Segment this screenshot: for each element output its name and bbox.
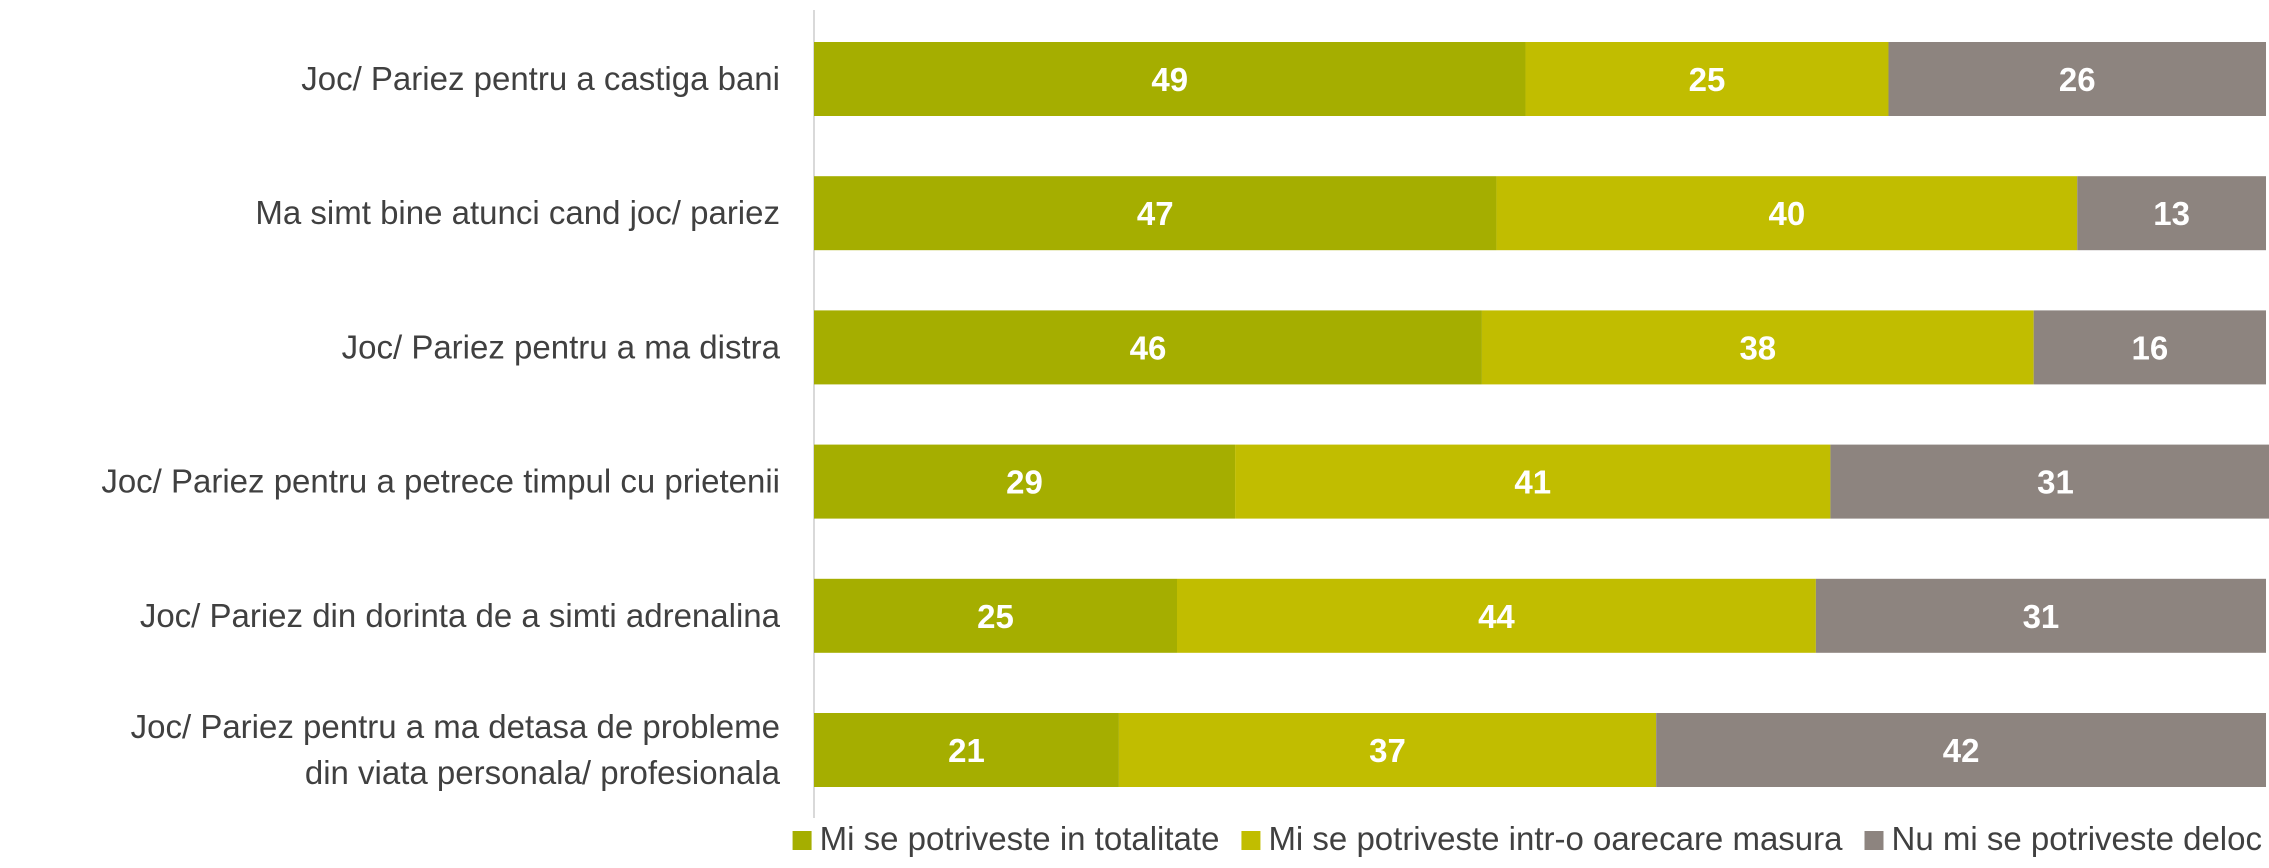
data-label: 31 bbox=[2023, 598, 2060, 635]
data-label: 44 bbox=[1478, 598, 1515, 635]
data-label: 38 bbox=[1739, 329, 1776, 366]
category-label-line: Joc/ Pariez din dorinta de a simti adren… bbox=[140, 597, 781, 634]
legend-swatch bbox=[792, 831, 812, 850]
category-labels: Joc/ Pariez pentru a castiga bani Ma simt… bbox=[101, 60, 780, 791]
bar-segment bbox=[2077, 176, 2266, 251]
bar-segment bbox=[814, 176, 1497, 251]
category-label: Ma simt bine atunci cand joc/ pariez bbox=[255, 194, 780, 231]
bar-segment bbox=[1815, 578, 2266, 653]
bar-segment bbox=[1656, 713, 2266, 787]
bar-segment bbox=[814, 42, 1526, 116]
bar-segment bbox=[1496, 176, 2078, 251]
value-labels: 49 25 26 47 40 13 46 38 16 29 41 31 25 44 31 21 37 42 bbox=[948, 61, 2190, 769]
bar-segment bbox=[1525, 42, 1889, 116]
category-label-line: Joc/ Pariez pentru a ma detasa de proble… bbox=[131, 708, 780, 745]
legend-label: Nu mi se potriveste deloc bbox=[1892, 820, 2263, 857]
category-label: Joc/ Pariez pentru a petrece timpul cu p… bbox=[101, 463, 780, 500]
data-label: 40 bbox=[1768, 195, 1805, 232]
category-label-line: Ma simt bine atunci cand joc/ pariez bbox=[255, 194, 780, 231]
category-label-line: din viata personala/ profesionala bbox=[305, 754, 781, 791]
bar-segments bbox=[814, 42, 2269, 787]
data-label: 25 bbox=[1689, 61, 1726, 98]
category-label-line: Joc/ Pariez pentru a castiga bani bbox=[301, 60, 780, 97]
category-label: Joc/ Pariez din dorinta de a simti adren… bbox=[140, 597, 781, 634]
bar-segment bbox=[1118, 713, 1657, 787]
legend-label: Mi se potriveste in totalitate bbox=[820, 820, 1220, 857]
bar-segment bbox=[814, 713, 1119, 787]
bar-segment bbox=[814, 310, 1482, 385]
legend-item: Mi se potriveste intr-o oarecare masura bbox=[1241, 820, 1843, 857]
data-label: 29 bbox=[1006, 464, 1043, 501]
data-label: 26 bbox=[2059, 61, 2096, 98]
legend-swatch bbox=[1241, 831, 1261, 850]
bar-segment bbox=[1177, 578, 1816, 653]
bar-segment bbox=[1235, 444, 1831, 519]
data-label: 42 bbox=[1943, 732, 1980, 769]
category-label: Joc/ Pariez pentru a ma distra bbox=[342, 328, 781, 365]
data-label: 13 bbox=[2153, 195, 2190, 232]
bar-segment bbox=[814, 444, 1236, 519]
data-label: 37 bbox=[1369, 732, 1406, 769]
legend-item: Mi se potriveste in totalitate bbox=[792, 820, 1220, 857]
data-label: 47 bbox=[1137, 195, 1174, 232]
bar-segment bbox=[814, 578, 1177, 653]
category-label: Joc/ Pariez pentru a castiga bani bbox=[301, 60, 780, 97]
legend-swatch bbox=[1864, 831, 1884, 850]
data-label: 49 bbox=[1151, 61, 1188, 98]
data-label: 46 bbox=[1130, 329, 1167, 366]
data-label: 21 bbox=[948, 732, 985, 769]
legend-label: Mi se potriveste intr-o oarecare masura bbox=[1268, 820, 1843, 857]
bar-segment bbox=[1830, 444, 2269, 519]
bar-segment bbox=[2033, 310, 2266, 385]
bar-segment bbox=[1888, 42, 2266, 116]
category-label-line: Joc/ Pariez pentru a petrece timpul cu p… bbox=[101, 463, 780, 500]
data-label: 41 bbox=[1514, 464, 1551, 501]
category-label-line: Joc/ Pariez pentru a ma distra bbox=[342, 328, 781, 365]
data-label: 31 bbox=[2037, 464, 2074, 501]
data-label: 25 bbox=[977, 598, 1014, 635]
category-label: Joc/ Pariez pentru a ma detasa de proble… bbox=[131, 708, 781, 791]
data-label: 16 bbox=[2131, 329, 2168, 366]
legend-item: Nu mi se potriveste deloc bbox=[1864, 820, 2263, 857]
legend: Mi se potriveste in totalitate Mi se potr… bbox=[792, 820, 2263, 857]
bar-segment bbox=[1481, 310, 2034, 385]
